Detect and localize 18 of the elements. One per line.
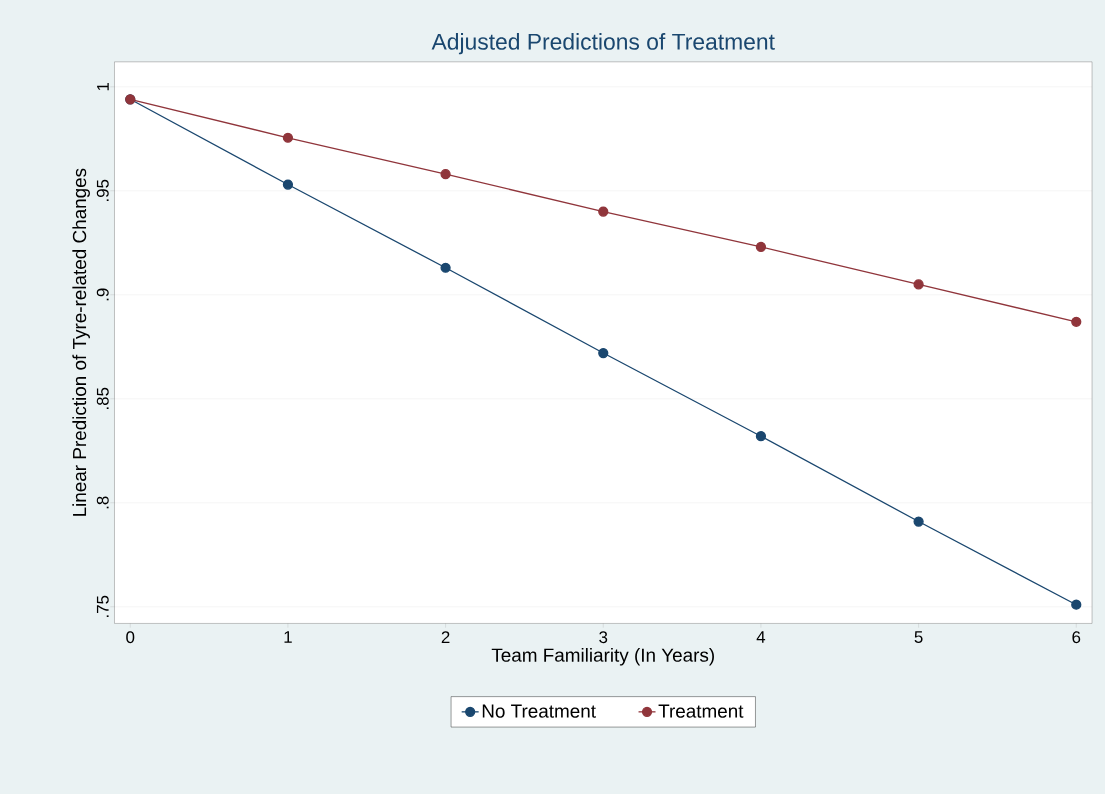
y-tick-label: .75 — [96, 595, 109, 617]
y-axis-title: Linear Prediction of Tyre-related Changes — [72, 168, 90, 516]
chart-title: Adjusted Predictions of Treatment — [431, 33, 775, 55]
x-tick-label: 3 — [599, 631, 608, 644]
x-tick-label: 2 — [441, 631, 450, 643]
y-tick-label: .8 — [96, 496, 109, 509]
legend-label: Treatment — [658, 704, 744, 718]
legend-label: No Treatment — [482, 704, 596, 718]
x-tick-label: 5 — [914, 631, 923, 643]
y-tick-label: .9 — [96, 288, 109, 301]
x-tick-label: 0 — [126, 631, 135, 644]
x-tick-label: 4 — [756, 631, 766, 643]
y-tick-label: 1 — [97, 82, 109, 91]
x-tick-label: 1 — [284, 631, 292, 643]
x-tick-label: 6 — [1072, 631, 1081, 644]
y-tick-label: .85 — [96, 387, 109, 409]
x-axis-title: Team Familiarity (In Years) — [491, 647, 714, 666]
y-tick-label: .95 — [96, 179, 109, 201]
